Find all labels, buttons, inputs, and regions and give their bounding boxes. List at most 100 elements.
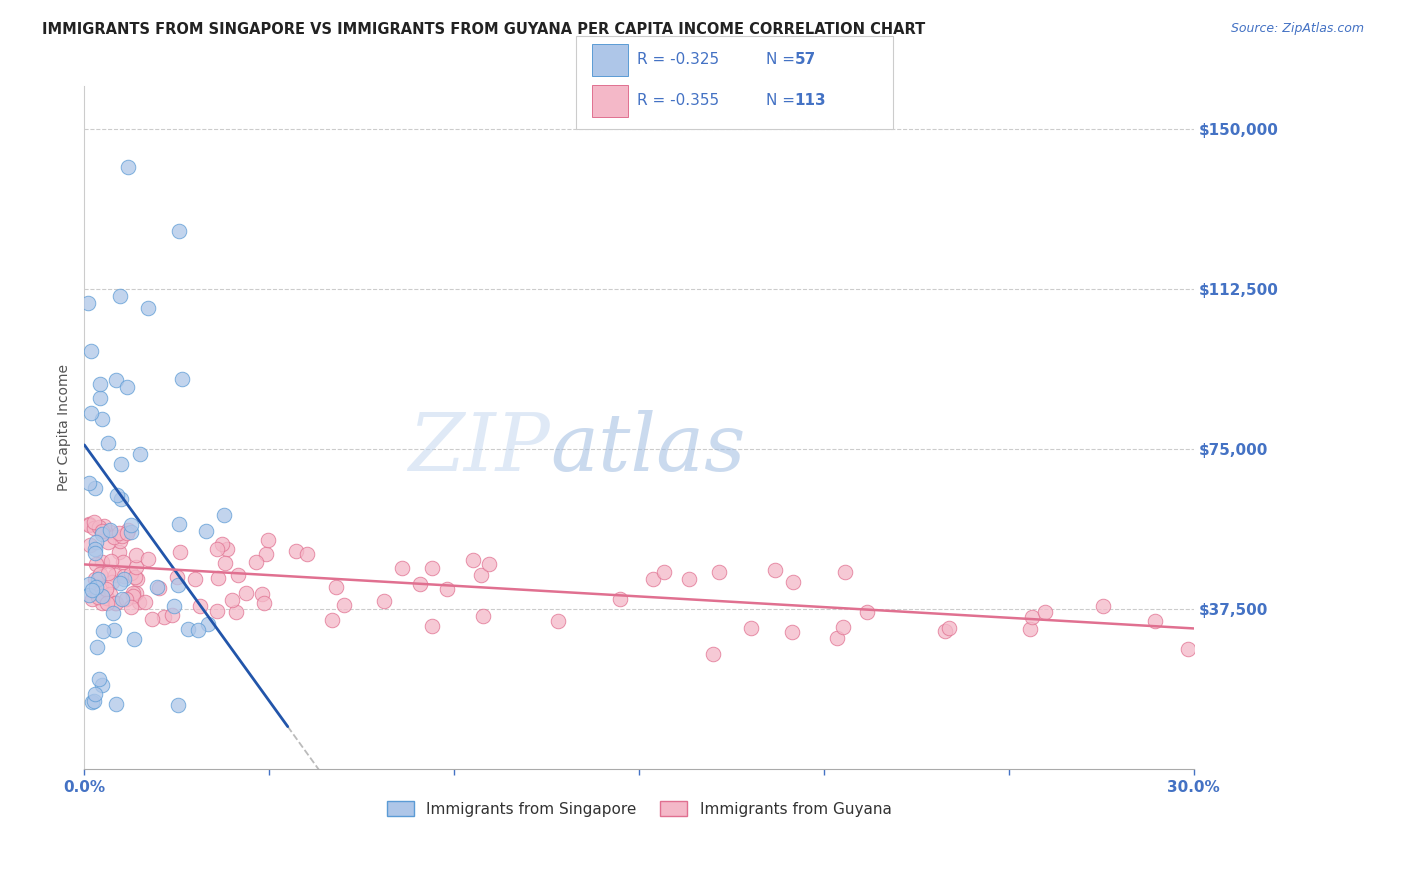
Point [477,557,499,571]
Point [221,592,243,607]
Legend: Immigrants from Singapore, Immigrants from Guyana: Immigrants from Singapore, Immigrants fr… [381,796,897,823]
Point [252,587,274,601]
Point [333,599,356,613]
Point [89,391,111,405]
Point [205,604,228,618]
Point [77,295,100,310]
Point [84,535,107,549]
Point [110,491,132,506]
Point [87,590,110,604]
Point [94,524,117,539]
Point [641,572,664,586]
Point [1019,622,1042,636]
Point [84,688,107,702]
Point [83,521,105,535]
Point [782,574,804,589]
Point [235,586,257,600]
Point [122,632,145,646]
Point [115,380,138,394]
Point [104,697,127,711]
Point [86,640,108,654]
Point [205,542,228,557]
Point [83,481,105,495]
Point [104,596,127,610]
Point [763,563,786,577]
Point [98,525,121,540]
Point [436,582,458,596]
Point [472,608,495,623]
Point [125,586,148,600]
Text: 57: 57 [794,53,815,67]
Point [391,561,413,575]
Point [187,624,209,638]
Point [702,647,724,661]
Point [104,568,127,582]
Point [825,631,848,645]
Point [108,525,131,540]
Point [325,580,347,594]
Point [115,525,138,540]
Point [87,573,110,587]
Point [145,580,167,594]
Point [125,548,148,562]
Point [80,344,103,359]
Point [91,596,114,610]
Point [80,582,103,597]
Point [84,572,107,586]
Point [169,225,191,239]
Point [373,593,395,607]
Y-axis label: Per Capita Income: Per Capita Income [58,364,72,491]
Point [420,561,443,575]
Point [103,530,125,544]
Point [86,586,108,600]
Point [470,568,492,582]
Point [93,519,115,533]
Point [111,529,134,543]
Point [321,613,343,627]
Point [91,624,114,638]
Point [120,599,142,614]
Point [83,515,105,529]
Point [188,599,211,613]
Point [100,523,122,537]
Point [77,517,100,532]
Point [167,698,190,712]
Point [83,693,105,707]
Point [84,546,107,560]
Point [80,592,103,607]
Point [678,572,700,586]
Point [108,576,131,591]
Point [90,678,112,692]
Point [285,544,308,558]
Point [122,586,145,600]
Point [101,606,124,620]
Point [153,609,176,624]
Point [295,547,318,561]
Point [82,695,104,709]
Point [110,457,132,471]
Point [134,595,156,609]
Point [780,625,803,640]
Point [117,161,139,175]
Text: 113: 113 [794,94,825,108]
Point [96,591,118,605]
Text: Source: ZipAtlas.com: Source: ZipAtlas.com [1230,22,1364,36]
Text: N =: N = [766,53,800,67]
Text: N =: N = [766,94,800,108]
Point [108,289,131,303]
Point [138,301,160,315]
Point [90,527,112,541]
Point [91,555,114,569]
Point [832,620,855,634]
Point [740,621,762,635]
Point [90,411,112,425]
Point [211,537,233,551]
Point [461,553,484,567]
Point [122,589,145,603]
Point [1091,599,1114,613]
Point [177,622,200,636]
Point [256,533,278,547]
Point [120,566,142,580]
Point [207,571,229,585]
Point [120,518,142,533]
